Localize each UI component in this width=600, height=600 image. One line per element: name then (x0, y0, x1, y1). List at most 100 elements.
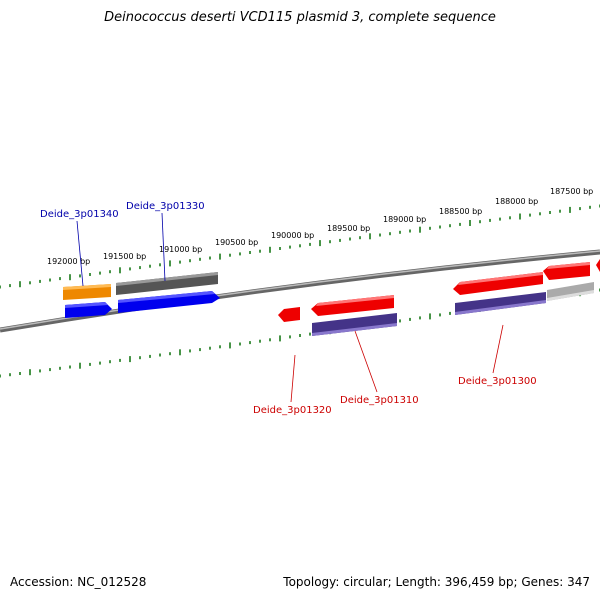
scale-tick (239, 252, 241, 256)
scale-tick (199, 348, 201, 352)
scale-label-191000: 191000 bp (159, 245, 202, 254)
scale-tick (439, 313, 441, 317)
topology-summary: Topology: circular; Length: 396,459 bp; … (283, 575, 590, 589)
scale-tick (399, 319, 401, 323)
feature-navy-3p01300[interactable] (455, 292, 546, 315)
leader-3p01340 (76, 220, 84, 287)
leader-3p01330 (161, 212, 166, 282)
scale-tick (9, 373, 11, 377)
gene-label-3p01300[interactable]: Deide_3p01300 (458, 376, 537, 387)
scale-tick (9, 284, 11, 288)
scale-tick (159, 263, 161, 267)
scale-tick (439, 225, 441, 229)
feature-orange[interactable] (63, 284, 111, 300)
scale-tick (429, 313, 431, 320)
feature-red-edge[interactable] (596, 259, 600, 272)
scale-tick (109, 360, 111, 364)
scale-tick (119, 358, 121, 362)
scale-tick (119, 267, 121, 274)
scale-tick (379, 233, 381, 237)
gene-label-3p01320[interactable]: Deide_3p01320 (253, 405, 332, 416)
scale-tick (389, 232, 391, 236)
scale-tick (79, 274, 81, 278)
scale-tick (209, 346, 211, 350)
scale-tick (29, 369, 31, 376)
scale-tick (159, 353, 161, 357)
scale-tick (289, 245, 291, 249)
scale-label-190000: 190000 bp (271, 231, 314, 240)
scale-tick (569, 206, 571, 213)
scale-tick (139, 356, 141, 360)
scale-tick (409, 229, 411, 233)
scale-tick (529, 213, 531, 217)
scale-tick (229, 342, 231, 349)
scale-tick (129, 267, 131, 271)
scale-tick (469, 220, 471, 226)
scale-tick (139, 266, 141, 270)
scale-tick (259, 339, 261, 343)
scale-tick (129, 356, 131, 363)
scale-label-188500: 188500 bp (439, 207, 482, 216)
feature-red-next[interactable] (543, 262, 590, 280)
scale-tick (49, 368, 51, 372)
scale-tick (489, 218, 491, 222)
scale-tick (249, 251, 251, 254)
feature-gray-3p01330[interactable] (116, 272, 218, 295)
scale-tick (479, 220, 481, 224)
scale-tick (519, 213, 521, 220)
feature-red-3p01300[interactable] (453, 272, 543, 295)
scale-tick (79, 362, 81, 369)
scale-label-189000: 189000 bp (383, 215, 426, 224)
scale-label-188000: 188000 bp (495, 197, 538, 206)
scale-tick (579, 207, 581, 211)
accession-text: Accession: NC_012528 (10, 575, 147, 589)
feature-blue-3p01340[interactable] (65, 302, 112, 318)
scale-tick (449, 224, 451, 228)
scale-label-189500: 189500 bp (327, 224, 370, 233)
feature-blue-3p01330[interactable] (118, 291, 220, 313)
leader-3p01310 (354, 330, 378, 393)
scale-tick (349, 237, 351, 241)
scale-tick (109, 270, 111, 274)
scale-tick (589, 205, 591, 209)
scale-tick (419, 316, 421, 320)
scale-label-190500: 190500 bp (215, 238, 258, 247)
scale-label-192000: 192000 bp (47, 257, 90, 266)
scale-tick (309, 332, 311, 336)
gene-label-3p01340[interactable]: Deide_3p01340 (40, 209, 119, 220)
scale-tick (39, 279, 41, 283)
scale-tick (269, 338, 271, 342)
scale-tick (69, 274, 71, 281)
scale-tick (559, 209, 561, 213)
scale-tick (0, 285, 1, 289)
scale-tick (329, 240, 331, 244)
feature-red-3p01320[interactable] (278, 307, 300, 322)
feature-navy-3p01310[interactable] (312, 313, 397, 336)
scale-tick (189, 259, 191, 263)
scale-tick (309, 242, 311, 246)
scale-tick (249, 341, 251, 345)
scale-tick (399, 230, 401, 234)
scale-tick (149, 264, 151, 268)
leader-3p01320 (290, 354, 296, 403)
scale-tick (369, 233, 371, 240)
feature-red-3p01310[interactable] (311, 295, 394, 316)
scale-tick (269, 246, 271, 253)
scale-tick (289, 335, 291, 339)
scale-tick (219, 345, 221, 349)
scale-tick (179, 260, 181, 264)
scale-tick (59, 366, 61, 370)
scale-tick (299, 334, 301, 337)
scale-tick (169, 352, 171, 356)
scale-tick (419, 226, 421, 233)
map-title: Deinococcus deserti VCD115 plasmid 3, co… (104, 10, 496, 25)
feature-lightgray[interactable] (547, 282, 594, 301)
gene-label-3p01310[interactable]: Deide_3p01310 (340, 395, 419, 406)
scale-tick (429, 226, 431, 230)
gene-label-3p01330[interactable]: Deide_3p01330 (126, 201, 205, 212)
scale-tick (279, 335, 281, 342)
scale-tick (539, 212, 541, 216)
scale-tick (89, 273, 91, 276)
scale-tick (409, 317, 411, 321)
scale-tick (99, 271, 101, 275)
